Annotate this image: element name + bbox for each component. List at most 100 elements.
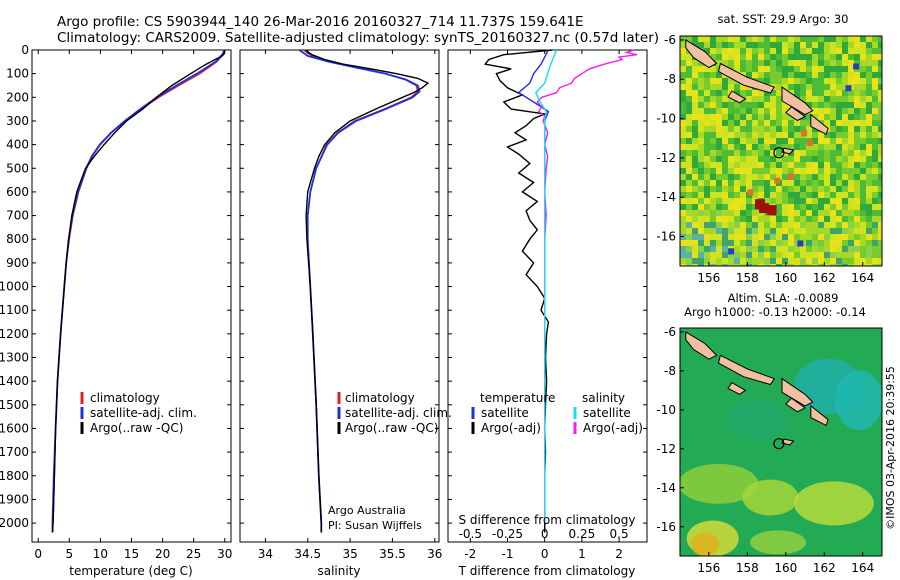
sst-cell bbox=[752, 246, 758, 252]
sst-cell bbox=[710, 246, 716, 252]
sst-cell bbox=[812, 96, 818, 102]
sst-cell bbox=[692, 102, 698, 108]
sst-cell bbox=[710, 264, 716, 266]
sst-cell bbox=[830, 180, 836, 186]
sst-cell bbox=[728, 84, 734, 90]
map-x-tick-label: 156 bbox=[697, 561, 720, 575]
sst-cell bbox=[812, 240, 818, 246]
sst-cell bbox=[680, 264, 686, 266]
sst-cell bbox=[680, 126, 686, 132]
sst-cell bbox=[746, 102, 752, 108]
sst-cell bbox=[794, 174, 800, 180]
sst-cell bbox=[794, 144, 800, 150]
sst-cell bbox=[740, 264, 746, 266]
sst-cell bbox=[734, 42, 740, 48]
sst-cell bbox=[758, 66, 764, 72]
sst-cell bbox=[758, 138, 764, 144]
sst-cell bbox=[686, 66, 692, 72]
sst-cell bbox=[704, 66, 710, 72]
sst-cell bbox=[782, 138, 788, 144]
sst-cell bbox=[692, 234, 698, 240]
sst-cell bbox=[776, 96, 782, 102]
sst-cell bbox=[812, 90, 818, 96]
sst-cell bbox=[692, 204, 698, 210]
sst-cell bbox=[800, 234, 806, 240]
sst-cell bbox=[866, 246, 872, 252]
sst-cell bbox=[818, 36, 824, 42]
sst-cell bbox=[794, 186, 800, 192]
sst-cell bbox=[722, 60, 728, 66]
sst-cell bbox=[680, 144, 686, 150]
sst-cell bbox=[722, 84, 728, 90]
sst-cell bbox=[710, 72, 716, 78]
x2-tick-label: 0 bbox=[541, 527, 549, 541]
sst-cell bbox=[806, 66, 812, 72]
map-y-tick-label: -16 bbox=[656, 230, 676, 244]
sst-cell bbox=[704, 246, 710, 252]
sst-cell bbox=[770, 102, 776, 108]
sst-cell bbox=[746, 96, 752, 102]
salinity-series-layer bbox=[298, 49, 430, 533]
sst-cell bbox=[752, 156, 758, 162]
sst-cell bbox=[866, 258, 872, 264]
sst-cell bbox=[686, 252, 692, 258]
sst-cell bbox=[860, 36, 866, 42]
sst-cell bbox=[752, 66, 758, 72]
sst-cell bbox=[764, 126, 770, 132]
sst-cell bbox=[800, 198, 806, 204]
sst-cell bbox=[776, 102, 782, 108]
sst-cell bbox=[752, 126, 758, 132]
sst-cell bbox=[710, 168, 716, 174]
sst-cell bbox=[734, 216, 740, 222]
sst-cell bbox=[692, 84, 698, 90]
sst-cell bbox=[860, 150, 866, 156]
sst-cell bbox=[824, 264, 830, 266]
sst-cell bbox=[800, 150, 806, 156]
sst-cell bbox=[830, 228, 836, 234]
sst-cell bbox=[728, 102, 734, 108]
sst-cell bbox=[722, 252, 728, 258]
axes-layer: 0100200300400500600700800900100011001200… bbox=[0, 43, 647, 561]
sst-cell bbox=[758, 192, 764, 198]
sst-cell bbox=[722, 54, 728, 60]
sst-cell bbox=[734, 264, 740, 266]
sst-cell bbox=[728, 240, 734, 246]
sst-cell bbox=[740, 204, 746, 210]
sst-cell bbox=[680, 246, 686, 252]
sst-cell bbox=[746, 66, 752, 72]
sst-cell bbox=[776, 222, 782, 228]
sst-cell bbox=[692, 180, 698, 186]
sst-cell bbox=[878, 168, 882, 174]
sst-cell bbox=[698, 192, 704, 198]
sst-cell bbox=[710, 228, 716, 234]
sst-cell bbox=[878, 126, 882, 132]
sst-cell bbox=[692, 96, 698, 102]
sst-cell bbox=[734, 120, 740, 126]
legend-label-s-satellite: satellite bbox=[583, 406, 631, 420]
map-y-tick-label: -10 bbox=[656, 403, 676, 417]
sst-cell bbox=[848, 228, 854, 234]
sst-cell bbox=[830, 210, 836, 216]
sst-cell bbox=[716, 198, 722, 204]
sst-cell bbox=[776, 144, 782, 150]
sst-cell bbox=[776, 42, 782, 48]
sst-cell bbox=[722, 240, 728, 246]
sst-cell bbox=[722, 264, 728, 266]
island bbox=[781, 377, 814, 407]
sst-cell bbox=[680, 90, 686, 96]
sst-cell bbox=[746, 174, 752, 180]
sst-cell bbox=[878, 102, 882, 108]
sst-cell bbox=[716, 138, 722, 144]
sst-cell bbox=[788, 114, 794, 120]
sst-cell bbox=[800, 36, 806, 42]
sst-cell bbox=[746, 180, 752, 186]
sst-cell bbox=[830, 258, 836, 264]
sst-cell bbox=[866, 90, 872, 96]
map-x-tick-label: 158 bbox=[736, 271, 759, 285]
sst-cell bbox=[794, 210, 800, 216]
sst-cell bbox=[770, 108, 776, 114]
x-tick-label: 0 bbox=[34, 547, 42, 561]
sst-cell bbox=[788, 210, 794, 216]
sst-cell bbox=[782, 246, 788, 252]
